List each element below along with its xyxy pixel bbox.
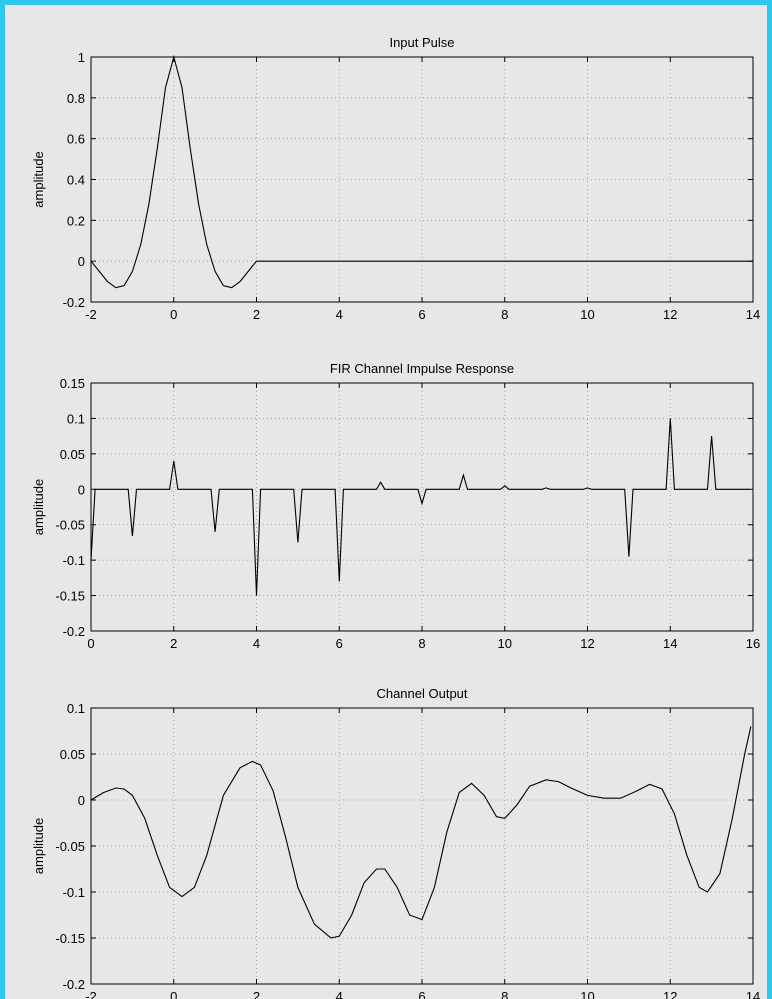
series-line — [90, 54, 753, 289]
y-tick-label: 0 — [78, 793, 85, 808]
y-tick-label: -0.05 — [55, 839, 85, 854]
x-tick-label: 12 — [580, 636, 594, 651]
axes-box — [90, 707, 754, 985]
y-tick-label: 0 — [78, 482, 85, 497]
y-axis-label: amplitude — [31, 151, 46, 207]
x-tick-label: 0 — [87, 636, 94, 651]
y-tick-label: -0.1 — [63, 553, 85, 568]
y-tick-label: 0.4 — [67, 173, 85, 188]
x-tick-label: 6 — [336, 636, 343, 651]
y-tick-label: 1 — [78, 50, 85, 65]
y-tick-label: 0.05 — [60, 747, 85, 762]
y-tick-label: -0.2 — [63, 624, 85, 639]
y-tick-label: 0.8 — [67, 91, 85, 106]
x-tick-label: 2 — [253, 307, 260, 322]
x-tick-label: 8 — [501, 307, 508, 322]
x-tick-label: 12 — [663, 989, 677, 999]
x-tick-label: 6 — [418, 989, 425, 999]
y-axis-label: amplitude — [31, 818, 46, 874]
x-tick-label: 4 — [336, 307, 343, 322]
series-line — [90, 418, 749, 596]
x-tick-label: 2 — [170, 636, 177, 651]
x-tick-label: 4 — [336, 989, 343, 999]
series-line — [90, 726, 752, 939]
chart-2: 0 2 4 6 8 10 12 14 16 -0.2 -0.15 -0.1 -0.05 0 0.05 0.1 0… — [31, 361, 760, 651]
y-tick-label: -0.1 — [63, 885, 85, 900]
y-tick-label: 0.6 — [67, 132, 85, 147]
x-tick-label: 10 — [498, 636, 512, 651]
x-tick-label: 14 — [663, 636, 677, 651]
y-axis-label: amplitude — [31, 479, 46, 535]
y-tick-label: 0.2 — [67, 213, 85, 228]
chart-title: Input Pulse — [389, 35, 454, 50]
y-tick-label: 0.1 — [67, 701, 85, 716]
x-tick-label: 8 — [418, 636, 425, 651]
chart-title: Channel Output — [376, 686, 467, 701]
y-tick-label: -0.15 — [55, 589, 85, 604]
x-tick-label: 14 — [746, 989, 760, 999]
y-tick-label: 0.05 — [60, 447, 85, 462]
x-tick-label: -2 — [85, 989, 97, 999]
x-tick-label: 16 — [746, 636, 760, 651]
figure-window: -2 0 2 4 6 8 10 12 14 -0.2 0 0.2 0.4 0.6 0.8 1 Input Pul… — [5, 5, 767, 999]
x-tick-label: -2 — [85, 307, 97, 322]
x-tick-label: 10 — [580, 307, 594, 322]
x-tick-label: 14 — [746, 307, 760, 322]
x-tick-label: 2 — [253, 989, 260, 999]
chart-3: -2 0 2 4 6 8 10 12 14 -0.2 -0.15 -0.1 -0.05 0 0.05 0.1 C… — [31, 686, 760, 999]
y-tick-label: -0.15 — [55, 931, 85, 946]
y-tick-label: -0.2 — [63, 295, 85, 310]
y-tick-label: -0.2 — [63, 977, 85, 992]
x-tick-label: 8 — [501, 989, 508, 999]
y-tick-label: 0.15 — [60, 376, 85, 391]
x-tick-label: 12 — [663, 307, 677, 322]
x-tick-label: 10 — [580, 989, 594, 999]
chart-1: -2 0 2 4 6 8 10 12 14 -0.2 0 0.2 0.4 0.6 0.8 1 Input Pul… — [31, 35, 760, 322]
chart-title: FIR Channel Impulse Response — [330, 361, 514, 376]
x-tick-label: 0 — [170, 307, 177, 322]
y-tick-label: 0 — [78, 254, 85, 269]
y-tick-label: 0.1 — [67, 411, 85, 426]
x-tick-label: 0 — [170, 989, 177, 999]
y-tick-label: -0.05 — [55, 518, 85, 533]
x-tick-label: 6 — [418, 307, 425, 322]
x-tick-label: 4 — [253, 636, 260, 651]
